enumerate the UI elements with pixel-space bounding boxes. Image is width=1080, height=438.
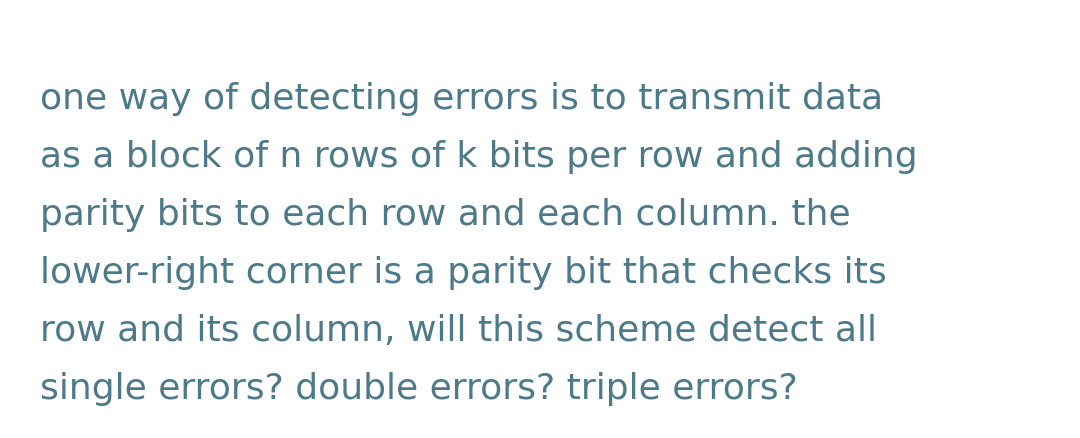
Text: one way of detecting errors is to transmit data: one way of detecting errors is to transm… — [40, 82, 883, 116]
Text: single errors? double errors? triple errors?: single errors? double errors? triple err… — [40, 371, 798, 405]
Text: lower-right corner is a parity bit that checks its: lower-right corner is a parity bit that … — [40, 255, 887, 290]
Text: parity bits to each row and each column. the: parity bits to each row and each column.… — [40, 198, 851, 231]
Text: row and its column, will this scheme detect all: row and its column, will this scheme det… — [40, 313, 877, 347]
Text: as a block of n rows of k bits per row and adding: as a block of n rows of k bits per row a… — [40, 140, 918, 173]
